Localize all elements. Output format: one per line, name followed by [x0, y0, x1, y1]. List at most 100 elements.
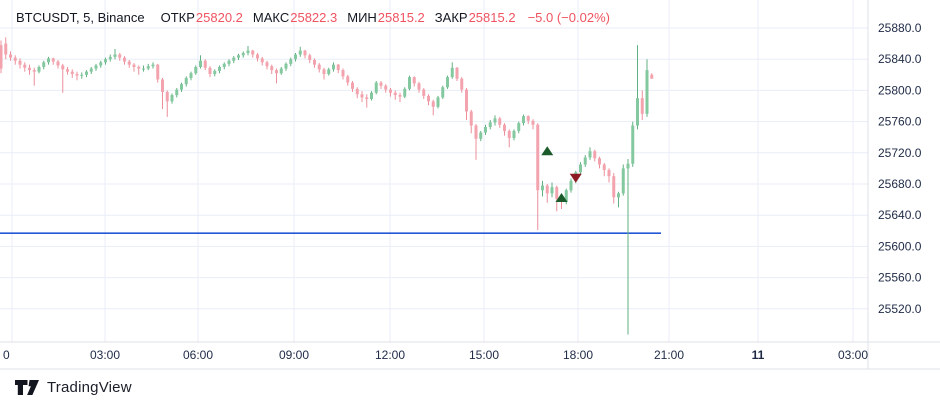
sell-marker-icon[interactable]: [569, 173, 582, 183]
grid-lines: [0, 0, 868, 342]
candle-body: [640, 98, 644, 114]
candle-body: [256, 54, 259, 59]
candle-body: [488, 122, 492, 128]
candle-body: [389, 89, 392, 93]
candle-body: [617, 193, 620, 198]
tradingview-logo-icon: [15, 379, 39, 395]
candle-body: [241, 52, 245, 56]
buy-marker-icon[interactable]: [555, 193, 568, 203]
candle-body: [104, 59, 107, 63]
price-axis-label: 25880.0: [878, 21, 922, 35]
candle-body: [598, 158, 601, 165]
candle-body: [602, 164, 606, 170]
candle-body: [360, 94, 364, 98]
candle-body: [294, 54, 297, 60]
candle-body: [189, 73, 193, 78]
symbol-title[interactable]: BTCUSDT, 5, Binance: [16, 10, 145, 25]
candle-body: [507, 130, 511, 138]
candle-body: [545, 185, 549, 194]
candle-body: [393, 92, 397, 96]
price-axis[interactable]: 25880.0 25840.0 25800.0 25760.0 25720.0 25680…: [878, 21, 922, 316]
candle-body: [332, 64, 335, 70]
candle-body: [108, 56, 112, 60]
candle-body: [303, 50, 307, 56]
candle-body: [517, 123, 521, 131]
chart-canvas[interactable]: 25880.0 25840.0 25800.0 25760.0 25720.0 25680…: [0, 0, 940, 370]
time-axis-label: 03:00: [90, 348, 120, 362]
price-axis-label: 25680.0: [878, 177, 922, 191]
time-axis-label: 0: [3, 348, 10, 362]
candle-body: [503, 124, 506, 131]
time-axis[interactable]: 0 03:00 06:00 09:00 12:00 15:00 18:00 21:00 11 03…: [3, 348, 868, 362]
candle-body: [47, 58, 50, 63]
candle-body: [583, 157, 587, 165]
candle-body: [146, 66, 150, 69]
candle-body: [607, 169, 611, 177]
price-axis-label: 25560.0: [878, 271, 922, 285]
candle-body: [132, 64, 136, 67]
candle-body: [9, 54, 12, 58]
candle-body: [493, 118, 497, 123]
candle-body: [460, 78, 464, 90]
candle-body: [427, 95, 430, 102]
candle-body: [317, 64, 321, 70]
candle-body: [593, 151, 597, 159]
candle-body: [526, 116, 530, 121]
candle-body: [531, 120, 535, 125]
candle-body: [417, 83, 421, 90]
candle-body: [203, 60, 207, 68]
price-axis-label: 25800.0: [878, 83, 922, 97]
tradingview-logo[interactable]: TradingView: [14, 379, 132, 396]
candle-body: [469, 111, 473, 126]
change-value: −5.0 (−0.02%): [527, 10, 610, 25]
price-axis-label: 25840.0: [878, 52, 922, 66]
candle-body: [28, 67, 31, 71]
candle-body: [237, 55, 240, 58]
candle-body: [75, 74, 79, 76]
candle-body: [161, 79, 164, 92]
candle-body: [612, 176, 616, 198]
candle-body: [403, 88, 407, 97]
price-axis-label: 25760.0: [878, 115, 922, 129]
price-axis-label: 25520.0: [878, 302, 922, 316]
candle-body: [384, 85, 388, 90]
candle-body: [137, 67, 141, 69]
candle-body: [422, 89, 426, 96]
candle-body: [579, 164, 582, 173]
candle-body: [208, 67, 212, 75]
candle-body: [42, 62, 46, 67]
candle-body: [180, 84, 183, 90]
candle-body: [450, 67, 454, 78]
time-axis-label: 03:00: [838, 348, 868, 362]
candle-body: [588, 151, 592, 158]
candle-body: [374, 82, 378, 93]
candle-body: [346, 76, 350, 83]
time-axis-label: 06:00: [183, 348, 213, 362]
candle-body: [265, 62, 269, 67]
time-axis-label: 18:00: [563, 348, 593, 362]
candle-body: [474, 125, 478, 139]
candle-body: [61, 65, 65, 70]
candle-body: [156, 64, 160, 80]
candle-body: [650, 74, 654, 79]
candle-body: [227, 60, 231, 64]
candle-body: [246, 50, 250, 53]
candle-body: [213, 70, 217, 75]
candle-body: [4, 43, 8, 55]
candle-body: [279, 68, 283, 74]
time-axis-label: 11: [752, 348, 765, 362]
candle-body: [232, 57, 236, 61]
buy-marker-icon[interactable]: [541, 146, 554, 156]
candle-body: [23, 64, 27, 68]
candle-body: [260, 58, 264, 63]
candle-body: [165, 91, 169, 102]
candle-body: [446, 77, 449, 88]
candle-body: [512, 130, 516, 138]
price-axis-label: 25600.0: [878, 239, 922, 253]
price-axis-label: 25720.0: [878, 146, 922, 160]
candle-body: [431, 101, 435, 107]
candle-body: [66, 69, 69, 72]
candle-body: [645, 70, 649, 114]
candle-body: [37, 67, 41, 72]
